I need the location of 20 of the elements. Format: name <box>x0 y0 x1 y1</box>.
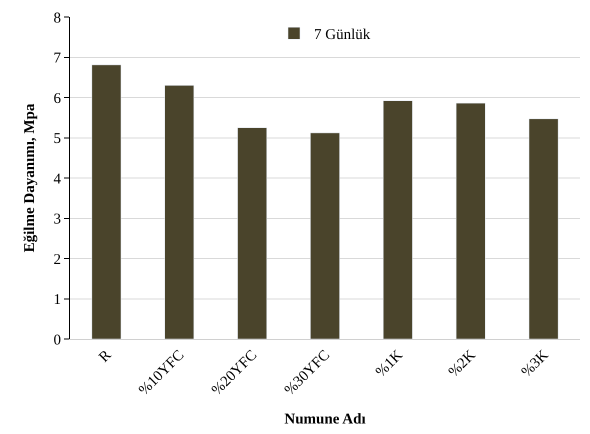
bar <box>383 100 413 339</box>
bar <box>164 85 194 339</box>
y-axis-title: Eğilme Dayanımı, Mpa <box>22 103 38 252</box>
x-axis-title: Numune Adı <box>284 412 366 428</box>
bar <box>456 102 486 339</box>
y-tick-label: 1 <box>54 292 61 308</box>
y-tick-label: 7 <box>54 50 62 66</box>
legend-label: 7 Günlük <box>314 27 371 44</box>
y-tick-label: 6 <box>54 90 62 107</box>
y-tick-label: 4 <box>54 171 62 188</box>
y-tick-label: 8 <box>54 10 61 26</box>
y-tick-label: 0 <box>54 332 61 348</box>
x-tick-label: R <box>96 347 115 366</box>
bar <box>92 64 122 339</box>
bar <box>528 118 558 339</box>
bar <box>310 132 340 339</box>
y-tick-label: 3 <box>54 212 61 228</box>
y-tick-label: 5 <box>54 131 61 147</box>
bar <box>237 127 267 339</box>
y-tick-label: 2 <box>54 252 61 268</box>
